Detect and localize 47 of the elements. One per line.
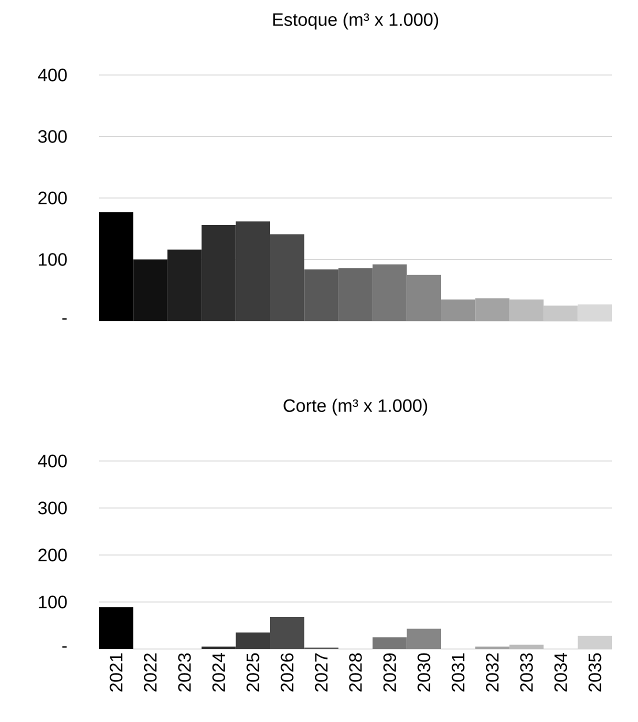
bar xyxy=(372,264,407,321)
x-tick-label: 2022 xyxy=(144,653,157,692)
bar xyxy=(304,269,338,321)
chart-title: Estoque (m³ x 1.000) xyxy=(273,12,438,30)
y-tick-label: 300 xyxy=(38,130,67,143)
x-tick-label: 2021 xyxy=(110,653,122,692)
bar xyxy=(133,259,168,321)
bar xyxy=(406,628,442,649)
x-tick-label: 2023 xyxy=(178,653,191,692)
x-tick-label: 2029 xyxy=(383,653,396,692)
bar xyxy=(99,212,134,321)
y-tick-label: 200 xyxy=(38,192,67,204)
bar xyxy=(236,632,270,649)
x-tick-label: 2033 xyxy=(520,653,533,692)
x-tick-label: 2026 xyxy=(280,653,294,692)
x-tick-label: 2025 xyxy=(246,653,260,692)
x-tick-label: 2027 xyxy=(314,653,328,692)
y-tick-label: 400 xyxy=(38,68,67,82)
y-tick-label: - xyxy=(62,318,67,320)
y-tick-label: 100 xyxy=(38,253,67,266)
x-tick-label: 2035 xyxy=(588,653,602,692)
bar xyxy=(338,268,373,321)
y-tick-label: 400 xyxy=(38,454,67,468)
bar xyxy=(372,637,407,649)
y-tick-label: - xyxy=(62,646,67,648)
y-tick-label: 300 xyxy=(38,502,67,514)
bar xyxy=(167,250,202,321)
x-tick-label: 2028 xyxy=(349,653,362,692)
bar xyxy=(406,274,442,321)
bar xyxy=(270,234,304,321)
bar xyxy=(441,299,476,321)
chart-title: Corte (m³ x 1.000) xyxy=(284,398,428,416)
bar xyxy=(475,298,510,321)
bar xyxy=(236,221,270,321)
bar xyxy=(544,306,578,321)
x-tick-label: 2030 xyxy=(418,653,430,692)
bar xyxy=(509,299,544,321)
x-tick-label: 2034 xyxy=(554,653,568,692)
bar xyxy=(270,617,304,649)
x-tick-label: 2024 xyxy=(212,653,226,692)
bar xyxy=(202,225,236,321)
y-tick-label: 100 xyxy=(38,596,67,608)
x-tick-label: 2031 xyxy=(452,653,464,692)
y-tick-label: 200 xyxy=(38,548,67,562)
x-tick-label: 2032 xyxy=(486,653,499,692)
bar xyxy=(509,644,544,649)
bar xyxy=(99,607,134,649)
